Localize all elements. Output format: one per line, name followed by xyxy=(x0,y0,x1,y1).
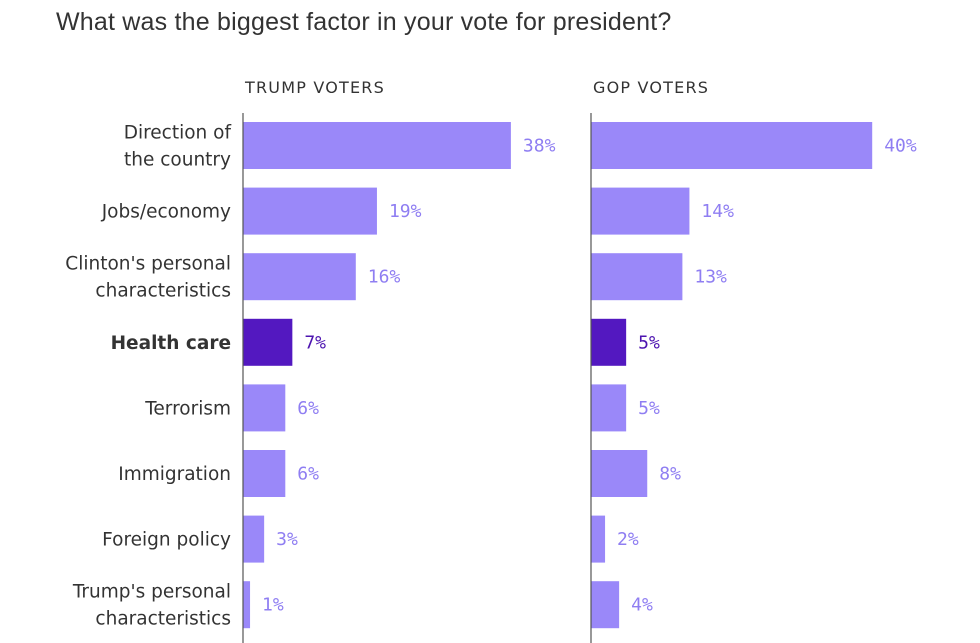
category-label-direction-of-the-country-line-2: the country xyxy=(124,150,231,171)
panel-title-trump-voters: TRUMP VOTERS xyxy=(244,78,385,97)
bar-trump-voters-direction-of-the-country xyxy=(243,122,511,169)
category-label-jobs-economy: Jobs/economy xyxy=(101,202,231,223)
bar-trump-voters-jobs-economy xyxy=(243,187,377,235)
value-label-trump-voters-trump-s-personal-characteristics: 1% xyxy=(262,595,284,616)
category-labels: Direction of the country Jobs/economy Clint… xyxy=(65,123,231,630)
bar-trump-voters-clinton-s-personal-characteristics xyxy=(243,253,356,301)
value-label-trump-voters-jobs-economy: 19% xyxy=(389,201,422,222)
bar-gop-voters-immigration xyxy=(591,450,648,497)
value-label-trump-voters-health-care: 7% xyxy=(304,332,326,353)
category-label-clinton-s-personal-characteristics-line-2: characteristics xyxy=(95,281,231,302)
bar-gop-voters-jobs-economy xyxy=(591,187,690,235)
value-label-gop-voters-jobs-economy: 14% xyxy=(701,201,734,222)
category-label-foreign-policy: Foreign policy xyxy=(102,530,231,551)
chart-panels: TRUMP VOTERS 38% 19% 16% 7% 6% 6% 3% 1% GOP VOTER… xyxy=(242,78,917,643)
category-label-trump-s-personal-characteristics-line-2: characteristics xyxy=(95,609,231,630)
bar-gop-voters-direction-of-the-country xyxy=(591,122,873,169)
bar-trump-voters-foreign-policy xyxy=(243,515,265,563)
bar-trump-voters-trump-s-personal-characteristics xyxy=(243,581,251,629)
value-label-gop-voters-foreign-policy: 2% xyxy=(617,529,639,550)
panel-gop-voters: GOP VOTERS 40% 14% 13% 5% 5% 8% 2% 4% xyxy=(590,78,917,643)
bar-trump-voters-health-care xyxy=(243,318,293,366)
bar-gop-voters-clinton-s-personal-characteristics xyxy=(591,253,683,301)
bar-gop-voters-health-care xyxy=(591,318,627,366)
panel-title-gop-voters: GOP VOTERS xyxy=(593,78,709,97)
bar-gop-voters-terrorism xyxy=(591,384,627,432)
value-label-trump-voters-clinton-s-personal-characteristics: 16% xyxy=(368,267,401,288)
category-label-health-care: Health care xyxy=(111,333,231,354)
category-label-trump-s-personal-characteristics-line-1: Trump's personal xyxy=(72,582,231,603)
value-label-trump-voters-terrorism: 6% xyxy=(297,398,319,419)
value-label-gop-voters-direction-of-the-country: 40% xyxy=(884,136,917,157)
bar-trump-voters-immigration xyxy=(243,450,286,497)
value-label-gop-voters-clinton-s-personal-characteristics: 13% xyxy=(694,267,727,288)
value-label-trump-voters-immigration: 6% xyxy=(297,464,319,485)
value-label-trump-voters-direction-of-the-country: 38% xyxy=(523,136,556,157)
value-label-gop-voters-immigration: 8% xyxy=(659,464,681,485)
value-label-gop-voters-health-care: 5% xyxy=(638,332,660,353)
value-label-gop-voters-terrorism: 5% xyxy=(638,398,660,419)
category-label-direction-of-the-country-line-1: Direction of xyxy=(124,123,232,144)
bar-gop-voters-trump-s-personal-characteristics xyxy=(591,581,620,629)
value-label-trump-voters-foreign-policy: 3% xyxy=(276,529,298,550)
bar-trump-voters-terrorism xyxy=(243,384,286,432)
value-label-gop-voters-trump-s-personal-characteristics: 4% xyxy=(631,595,653,616)
category-label-immigration: Immigration xyxy=(118,464,231,485)
category-label-terrorism: Terrorism xyxy=(144,398,231,419)
bar-gop-voters-foreign-policy xyxy=(591,515,606,563)
chart-title: What was the biggest factor in your vote… xyxy=(56,8,672,36)
panel-trump-voters: TRUMP VOTERS 38% 19% 16% 7% 6% 6% 3% 1% xyxy=(242,78,556,643)
category-label-clinton-s-personal-characteristics-line-1: Clinton's personal xyxy=(65,254,231,275)
